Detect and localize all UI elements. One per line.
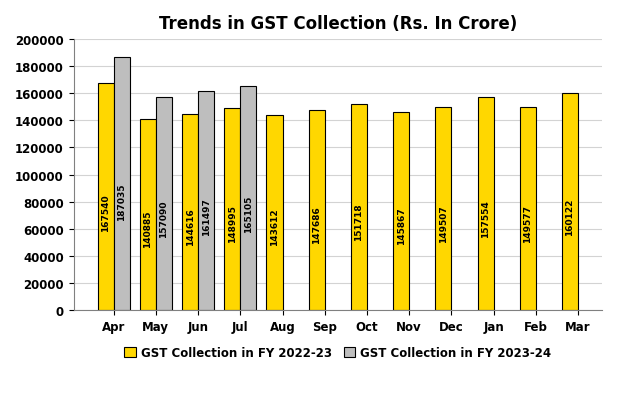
Text: 167540: 167540	[101, 194, 110, 231]
Bar	[436, 108, 452, 310]
Bar	[182, 115, 198, 310]
Bar	[562, 94, 578, 310]
Bar	[240, 87, 256, 310]
Text: 145867: 145867	[397, 207, 405, 244]
Bar	[224, 109, 240, 310]
Text: 140885: 140885	[143, 210, 152, 247]
Bar	[156, 98, 172, 310]
Text: 187035: 187035	[117, 183, 126, 220]
Bar	[308, 111, 325, 310]
Text: 151718: 151718	[354, 203, 363, 241]
Bar	[393, 113, 409, 310]
Text: 157554: 157554	[481, 200, 490, 238]
Bar	[351, 105, 367, 310]
Legend: GST Collection in FY 2022-23, GST Collection in FY 2023-24: GST Collection in FY 2022-23, GST Collec…	[120, 342, 556, 364]
Bar	[478, 97, 494, 310]
Bar	[97, 84, 114, 310]
Bar	[114, 58, 130, 310]
Text: 165105: 165105	[244, 196, 253, 233]
Text: 148995: 148995	[228, 205, 237, 243]
Text: 147686: 147686	[312, 206, 321, 243]
Text: 149507: 149507	[439, 204, 448, 242]
Bar	[140, 120, 156, 310]
Title: Trends in GST Collection (Rs. In Crore): Trends in GST Collection (Rs. In Crore)	[159, 15, 517, 33]
Text: 160122: 160122	[565, 198, 574, 236]
Text: 149577: 149577	[523, 204, 532, 242]
Bar	[520, 108, 536, 310]
Text: 144616: 144616	[186, 207, 194, 245]
Text: 161497: 161497	[202, 198, 210, 235]
Bar	[267, 116, 283, 310]
Bar	[198, 92, 214, 310]
Text: 157090: 157090	[159, 200, 168, 238]
Text: 143612: 143612	[270, 208, 279, 245]
